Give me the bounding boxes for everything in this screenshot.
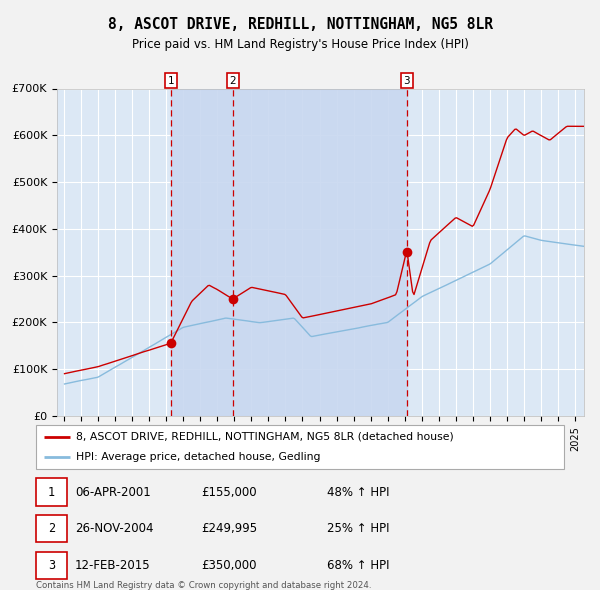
Text: 1: 1 bbox=[167, 76, 174, 86]
Text: 26-NOV-2004: 26-NOV-2004 bbox=[75, 522, 154, 535]
Text: 48% ↑ HPI: 48% ↑ HPI bbox=[327, 486, 389, 499]
Text: £155,000: £155,000 bbox=[201, 486, 257, 499]
Bar bbox=[171, 88, 233, 416]
Text: 3: 3 bbox=[404, 76, 410, 86]
Text: 1: 1 bbox=[48, 486, 55, 499]
Text: 3: 3 bbox=[48, 559, 55, 572]
Text: 2: 2 bbox=[48, 522, 55, 535]
Text: 68% ↑ HPI: 68% ↑ HPI bbox=[327, 559, 389, 572]
Text: 2: 2 bbox=[229, 76, 236, 86]
Bar bbox=[233, 88, 407, 416]
Text: 06-APR-2001: 06-APR-2001 bbox=[75, 486, 151, 499]
Text: 8, ASCOT DRIVE, REDHILL, NOTTINGHAM, NG5 8LR: 8, ASCOT DRIVE, REDHILL, NOTTINGHAM, NG5… bbox=[107, 17, 493, 31]
Text: £249,995: £249,995 bbox=[201, 522, 257, 535]
Text: Price paid vs. HM Land Registry's House Price Index (HPI): Price paid vs. HM Land Registry's House … bbox=[131, 38, 469, 51]
Text: £350,000: £350,000 bbox=[201, 559, 257, 572]
Text: 25% ↑ HPI: 25% ↑ HPI bbox=[327, 522, 389, 535]
FancyBboxPatch shape bbox=[36, 425, 564, 469]
Text: 12-FEB-2015: 12-FEB-2015 bbox=[75, 559, 151, 572]
Text: 8, ASCOT DRIVE, REDHILL, NOTTINGHAM, NG5 8LR (detached house): 8, ASCOT DRIVE, REDHILL, NOTTINGHAM, NG5… bbox=[76, 432, 454, 442]
Text: Contains HM Land Registry data © Crown copyright and database right 2024.: Contains HM Land Registry data © Crown c… bbox=[36, 581, 371, 589]
Text: HPI: Average price, detached house, Gedling: HPI: Average price, detached house, Gedl… bbox=[76, 452, 320, 462]
